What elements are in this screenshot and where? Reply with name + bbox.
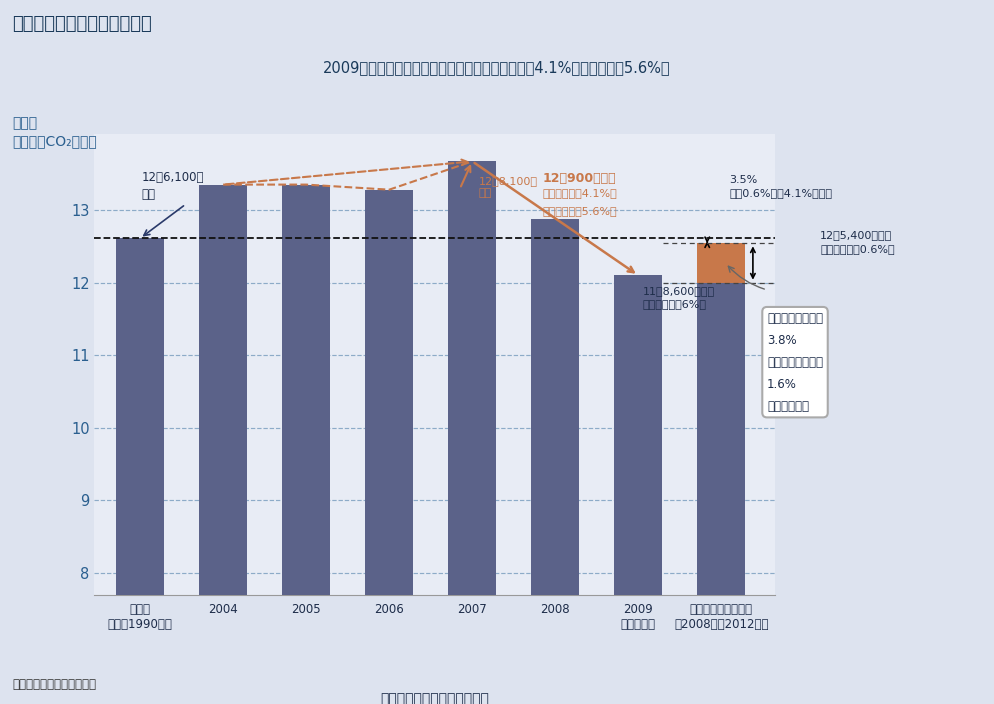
Bar [199,184,248,595]
Text: 11億8,600万トン
（基準年比－6%）: 11億8,600万トン （基準年比－6%） [642,287,715,310]
Text: 12億5,400万トン
（基準年比－0.6%）: 12億5,400万トン （基準年比－0.6%） [820,230,895,254]
Text: わが国の温室効果ガス排出量: わが国の温室効果ガス排出量 [12,15,152,34]
Text: ＜前年度比－5.6%＞: ＜前年度比－5.6%＞ [543,206,617,215]
Bar [365,189,414,595]
Text: 森林吸収源対策で
3.8%
京都メカニズムで
1.6%
の確保を目標: 森林吸収源対策で 3.8% 京都メカニズムで 1.6% の確保を目標 [767,312,823,413]
Text: 12億900万トン: 12億900万トン [543,172,616,185]
Bar [614,275,662,595]
Bar [697,282,746,595]
Text: 12億6,100万
トン: 12億6,100万 トン [142,171,204,201]
Bar [697,244,746,282]
Text: 12億8,100万
トン: 12億8,100万 トン [479,176,538,199]
Bar [531,220,580,595]
Text: 温室効果ガス総排出量の推移: 温室効果ガス総排出量の推移 [381,692,489,704]
Text: 2009年度における我が国の排出量は、基準年比－4.1%、前年度比－5.6%。: 2009年度における我が国の排出量は、基準年比－4.1%、前年度比－5.6%。 [323,60,671,75]
Bar [116,239,164,595]
Text: 出典：環境省報道発表資料: 出典：環境省報道発表資料 [12,679,96,691]
Text: （基準年比－4.1%）: （基準年比－4.1%） [543,188,617,199]
Bar [282,184,330,595]
Text: 排出量: 排出量 [12,116,37,130]
Text: 3.5%
（－0.6%と－4.1%の差）: 3.5% （－0.6%と－4.1%の差） [730,175,833,199]
Bar [448,161,496,595]
Text: （億トンCO₂換算）: （億トンCO₂換算） [12,134,96,148]
